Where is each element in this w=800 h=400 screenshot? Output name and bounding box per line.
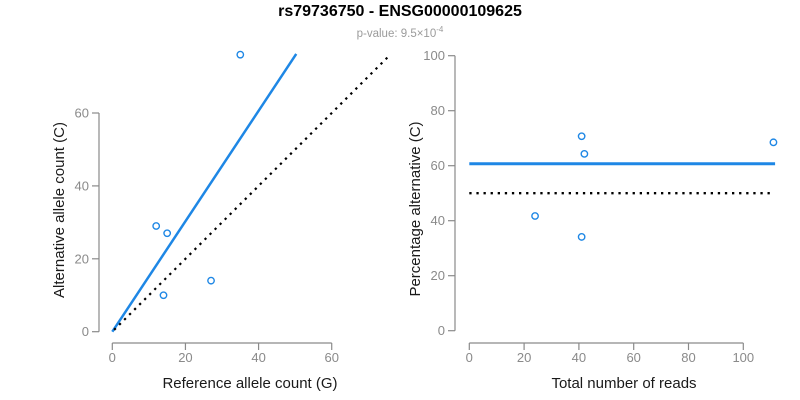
- data-point: [580, 149, 589, 158]
- fit-line: [111, 53, 298, 333]
- y-axis-title: Percentage alternative (C): [407, 121, 424, 296]
- identity-line: [113, 55, 390, 331]
- data-point: [531, 212, 539, 220]
- y-tick-label: 60: [431, 158, 445, 173]
- y-tick-label: 0: [82, 324, 89, 339]
- x-tick-label: 0: [466, 350, 473, 365]
- data-point: [163, 229, 172, 238]
- x-tick-label: 100: [732, 350, 754, 365]
- x-tick-label: 20: [178, 350, 192, 365]
- x-tick-label: 40: [251, 350, 265, 365]
- allele-count-scatter: 0 20 40 60 0 20 40 60 Reference allele count (G)…: [51, 50, 390, 392]
- y-tick-label: 80: [431, 103, 445, 118]
- y-tick-label: 40: [75, 178, 89, 193]
- y-tick-label: 20: [75, 251, 89, 266]
- data-points: [152, 50, 245, 300]
- x-tick-label: 60: [626, 350, 640, 365]
- x-axis: 0 20 40 60: [109, 342, 339, 365]
- y-axis-title: Alternative allele count (C): [51, 122, 68, 298]
- figure-subtitle: p-value: 9.5×10-4: [0, 25, 800, 40]
- x-tick-label: 80: [681, 350, 695, 365]
- data-point: [577, 233, 586, 241]
- data-points: [531, 132, 778, 241]
- x-axis: 0 20 40 60 80 100: [466, 342, 754, 365]
- x-tick-label: 40: [572, 350, 586, 365]
- x-axis-title: Reference allele count (G): [162, 375, 337, 392]
- y-tick-label: 40: [431, 213, 445, 228]
- x-tick-label: 20: [517, 350, 531, 365]
- y-tick-label: 100: [423, 48, 445, 63]
- figure-title: rs79736750 - ENSG00000109625: [278, 3, 522, 20]
- y-tick-label: 60: [75, 106, 89, 121]
- x-axis-title: Total number of reads: [551, 375, 696, 392]
- p-value-text: p-value: 9.5×10: [356, 27, 437, 40]
- y-tick-label: 20: [431, 268, 445, 283]
- x-tick-label: 60: [324, 350, 338, 365]
- data-point: [207, 276, 215, 285]
- data-point: [159, 291, 168, 300]
- data-point: [769, 138, 778, 147]
- data-point: [577, 132, 586, 141]
- y-tick-label: 0: [438, 323, 445, 338]
- y-axis: 0 20 40 60: [75, 106, 100, 339]
- data-point: [236, 50, 245, 59]
- p-value-exponent: -4: [436, 25, 444, 34]
- y-axis: 0 20 40 60 80 100: [423, 48, 456, 338]
- percentage-vs-reads-scatter: 0 20 40 60 80 100 0 20 40 60 80 100 Total number of …: [407, 48, 778, 392]
- data-point: [152, 222, 161, 230]
- x-tick-label: 0: [109, 350, 116, 365]
